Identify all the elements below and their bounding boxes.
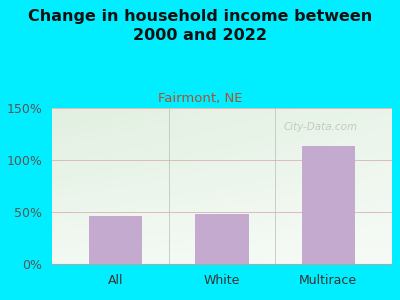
Text: Change in household income between
2000 and 2022: Change in household income between 2000 …	[28, 9, 372, 43]
Bar	[196, 214, 248, 264]
Bar	[302, 146, 355, 264]
Bar	[89, 216, 142, 264]
Text: City-Data.com: City-Data.com	[283, 122, 357, 132]
Text: Fairmont, NE: Fairmont, NE	[158, 92, 242, 104]
